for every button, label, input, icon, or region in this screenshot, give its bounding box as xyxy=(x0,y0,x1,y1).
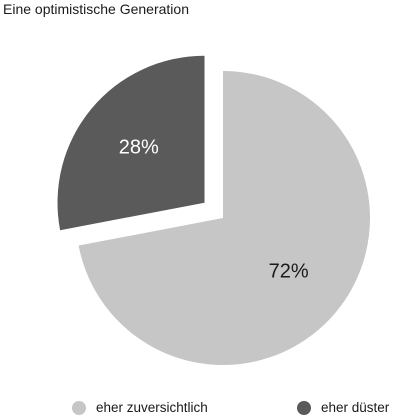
legend-label: eher zuversichtlich xyxy=(96,400,208,415)
legend-item-eher-duster: eher düster xyxy=(297,400,389,415)
slice-data-label: 72% xyxy=(269,261,309,283)
legend-swatch xyxy=(297,400,311,415)
chart-title: Eine optimistische Generation xyxy=(3,1,189,17)
pie-slice-eher-d-ster xyxy=(57,55,205,231)
legend-label: eher düster xyxy=(321,400,390,415)
legend-swatch xyxy=(72,400,86,415)
slice-data-label: 28% xyxy=(119,137,159,159)
pie-slice-eher-zuversichtlich xyxy=(78,71,371,365)
legend-item-eher-zuversichtlich: eher zuversichtlich xyxy=(72,400,208,415)
legend: eher zuversichtlich eher düster xyxy=(0,400,420,419)
